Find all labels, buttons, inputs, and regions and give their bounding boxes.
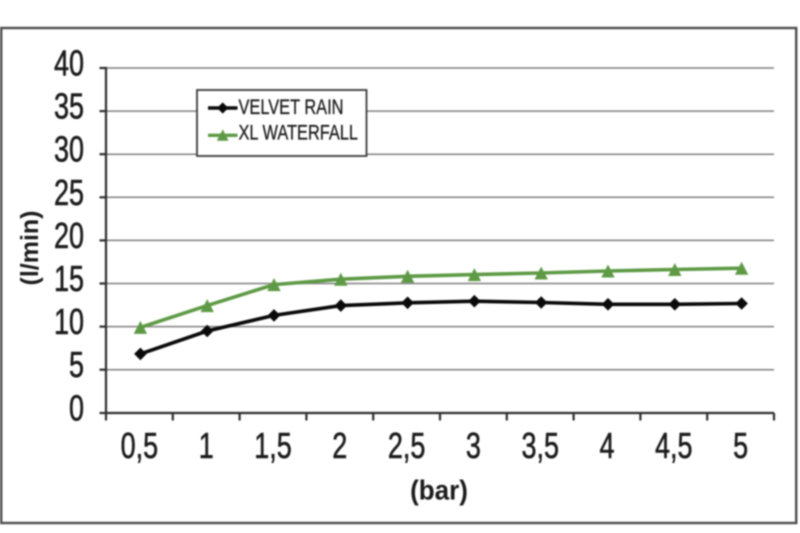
svg-text:0,5: 0,5 bbox=[121, 425, 159, 466]
svg-text:5: 5 bbox=[69, 344, 84, 385]
svg-text:4,5: 4,5 bbox=[655, 425, 693, 466]
svg-text:XL WATERFALL: XL WATERFALL bbox=[239, 120, 359, 143]
svg-text:4: 4 bbox=[599, 425, 614, 466]
svg-text:25: 25 bbox=[54, 172, 84, 213]
svg-text:10: 10 bbox=[54, 301, 84, 342]
svg-text:40: 40 bbox=[54, 43, 84, 84]
svg-text:5: 5 bbox=[733, 425, 748, 466]
svg-text:35: 35 bbox=[54, 86, 84, 127]
svg-text:3,5: 3,5 bbox=[521, 425, 559, 466]
svg-text:3: 3 bbox=[466, 425, 481, 466]
svg-text:1: 1 bbox=[199, 425, 214, 466]
svg-text:1,5: 1,5 bbox=[254, 425, 292, 466]
svg-text:15: 15 bbox=[54, 258, 84, 299]
svg-text:2,5: 2,5 bbox=[388, 425, 426, 466]
svg-text:2: 2 bbox=[332, 425, 347, 466]
svg-text:0: 0 bbox=[69, 387, 84, 428]
svg-text:VELVET RAIN: VELVET RAIN bbox=[239, 95, 344, 118]
svg-text:20: 20 bbox=[54, 215, 84, 256]
svg-text:(bar): (bar) bbox=[410, 475, 468, 506]
svg-text:30: 30 bbox=[54, 129, 84, 170]
svg-text:(l/min): (l/min) bbox=[16, 211, 44, 286]
